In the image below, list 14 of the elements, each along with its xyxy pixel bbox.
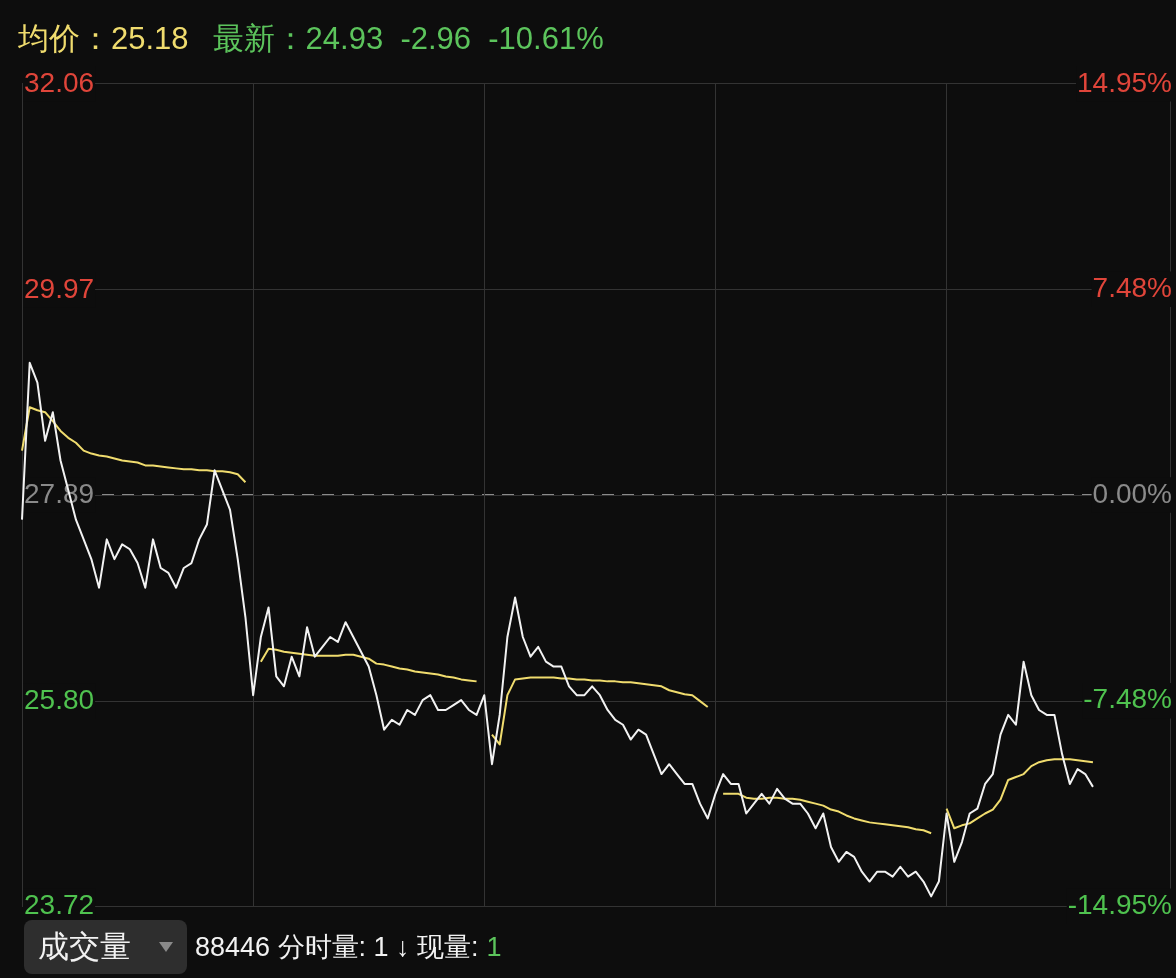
chart-subtitle: 最新：24.93 -2.96 -10.61% (212, 21, 604, 56)
y-tick-label: 29.97 (24, 272, 95, 304)
y-tick-label: 32.06 (24, 66, 95, 98)
text: 88446 分时量: 1 ↓ 现量: (195, 931, 479, 964)
text: 1 (486, 931, 502, 963)
y2-tick-label: -7.48% (1083, 683, 1172, 715)
y-tick-label: 23.72 (24, 888, 95, 920)
text: 成交量 (38, 928, 131, 966)
chart-title: 均价：25.18 (18, 21, 189, 56)
y2-tick-label: -14.95% (1067, 888, 1172, 920)
y2-tick-label: 0.00% (1092, 477, 1172, 509)
y-tick-label: 25.80 (24, 683, 95, 715)
y2-tick-label: 14.95% (1077, 66, 1172, 98)
y2-tick-label: 7.48% (1092, 271, 1172, 303)
